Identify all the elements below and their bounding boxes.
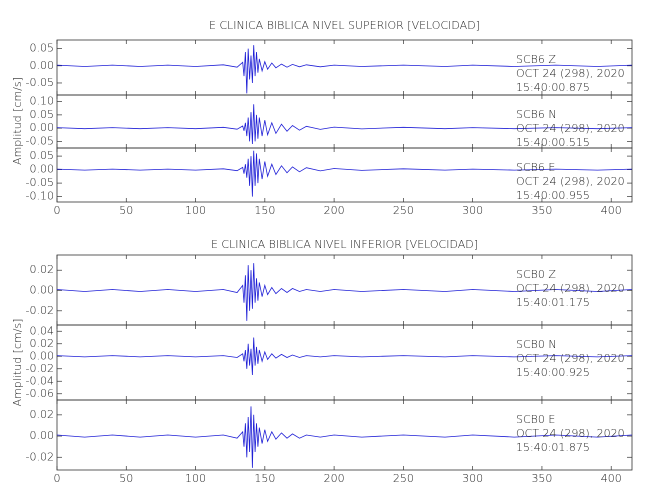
x-tick-label: 250 [393,472,414,485]
trace-label: SCB0 N [516,338,557,351]
waveform [56,104,633,145]
trace-label: OCT 24 (298), 2020 [516,427,625,440]
waveform [56,337,633,376]
y-tick-label: -0.02 [26,362,54,375]
y-tick-label: -0.02 [26,450,54,463]
y-tick-label: 0.04 [30,324,55,337]
x-tick-label: 100 [185,472,206,485]
y-tick-label: -0.05 [26,134,54,147]
waveform [56,150,633,197]
y-tick-label: -0.05 [26,176,54,189]
trace-label: 15:40:00.515 [516,136,590,149]
chart-title: E CLINICA BIBLICA NIVEL INFERIOR [VELOCI… [211,238,478,251]
x-tick-label: 0 [54,204,61,217]
x-tick-label: 400 [601,472,622,485]
x-tick-label: 250 [393,204,414,217]
x-tick-label: 50 [119,472,133,485]
waveform [56,406,633,468]
y-tick-label: 0.10 [30,95,55,108]
trace-label: 15:40:01.875 [516,441,590,454]
trace-label: 15:40:00.955 [516,189,590,202]
y-axis-label: Amplitud [cm/s] [11,319,24,407]
y-tick-label: 0.02 [30,337,55,350]
y-tick-label: -0.06 [26,387,54,400]
trace-label: OCT 24 (298), 2020 [516,175,625,188]
x-tick-label: 400 [601,204,622,217]
x-tick-label: 350 [531,472,552,485]
trace-label: SCB0 E [516,413,555,426]
x-tick-label: 50 [119,204,133,217]
y-tick-label: 0.00 [30,284,55,297]
x-tick-label: 300 [462,204,483,217]
y-tick-label: 0.00 [30,429,55,442]
y-axis-label: Amplitud [cm/s] [11,77,24,165]
y-tick-label: 0.00 [30,163,55,176]
y-tick-label: -0.05 [26,76,54,89]
y-tick-label: 0.00 [30,349,55,362]
trace-label: OCT 24 (298), 2020 [516,352,625,365]
x-tick-label: 300 [462,472,483,485]
trace-label: OCT 24 (298), 2020 [516,67,625,80]
y-tick-label: -0.04 [26,374,54,387]
waveform [56,45,633,94]
trace-label: 15:40:00.875 [516,81,590,94]
x-tick-label: 100 [185,204,206,217]
trace-label: OCT 24 (298), 2020 [516,282,625,295]
panel-frame [56,147,633,203]
y-tick-label: 0.02 [30,263,55,276]
y-tick-label: 0.00 [30,121,55,134]
y-tick-label: 0.02 [30,408,55,421]
trace-label: OCT 24 (298), 2020 [516,122,625,135]
x-tick-label: 200 [324,472,345,485]
x-tick-label: 150 [254,204,275,217]
y-tick-label: -0.02 [26,304,54,317]
waveform [56,263,633,321]
chart-title: E CLINICA BIBLICA NIVEL SUPERIOR [VELOCI… [209,19,480,32]
trace-label: 15:40:00.925 [516,366,590,379]
y-tick-label: -0.10 [26,190,54,203]
y-tick-label: 0.05 [30,108,55,121]
x-tick-label: 200 [324,204,345,217]
y-tick-label: 0.05 [30,149,55,162]
y-tick-label: 0.00 [30,59,55,72]
trace-label: SCB6 Z [516,53,556,66]
y-tick-label: 0.05 [30,42,55,55]
trace-label: SCB6 N [516,108,557,121]
x-tick-label: 0 [54,472,61,485]
trace-label: 15:40:01.175 [516,296,590,309]
x-tick-label: 150 [254,472,275,485]
trace-label: SCB0 Z [516,268,556,281]
trace-label: SCB6 E [516,161,555,174]
x-tick-label: 350 [531,204,552,217]
